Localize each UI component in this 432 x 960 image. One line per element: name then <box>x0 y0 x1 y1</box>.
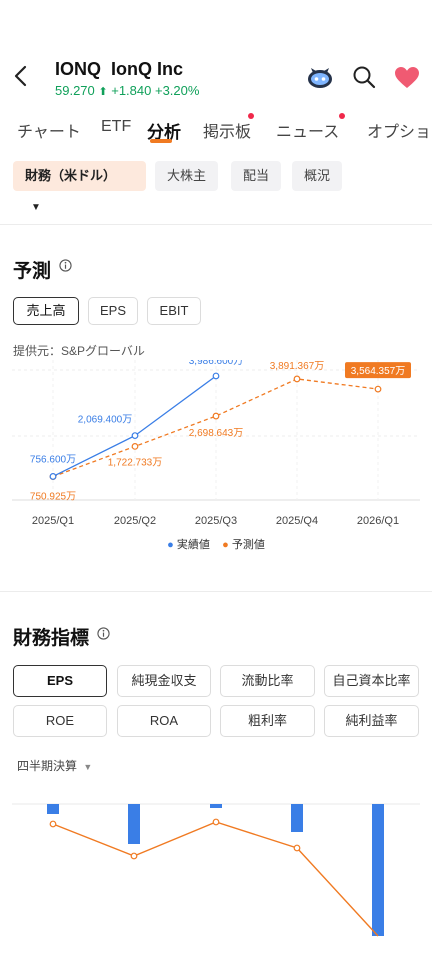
eps-point <box>130 852 138 860</box>
data-provider: 提供元：S&Pグローバル <box>13 344 145 358</box>
segment-ebit[interactable]: EBIT <box>147 297 201 325</box>
caret-down-icon: ▼ <box>83 762 93 772</box>
actual-data-label: 756.600万 <box>30 454 76 465</box>
actual-point <box>49 473 57 480</box>
price: 59.270 <box>55 83 95 98</box>
tab-analysis[interactable]: 分析 <box>147 123 181 142</box>
tab-etf[interactable]: ETF <box>101 118 132 135</box>
tab-chart[interactable]: チャート <box>17 124 81 141</box>
info-icon[interactable] <box>97 627 110 640</box>
section-divider <box>0 224 432 225</box>
forecast-badge-label: 3,564.357万 <box>351 366 406 377</box>
eps-bar <box>372 804 384 936</box>
up-arrow-icon: ⬆ <box>98 86 108 98</box>
tab-options[interactable]: オプショ <box>367 124 432 141</box>
chip-major-shareholders[interactable]: 大株主 <box>155 161 219 191</box>
company-name: IonQ Inc <box>111 59 184 79</box>
stock-symbol: IONQ <box>55 59 102 79</box>
actual-point <box>131 432 139 440</box>
metric-net-cash-flow[interactable]: 純現金収支 <box>117 665 211 697</box>
stock-quote: 59.270 ⬆ +1.840 +3.20% <box>55 83 199 98</box>
news-notification-dot <box>339 113 345 119</box>
metric-roe[interactable]: ROE <box>13 705 107 737</box>
actual-data-label: 2,069.400万 <box>78 415 133 426</box>
forecast-point <box>374 385 382 393</box>
filter-chips: 財務（米ドル） ▼ 大株主 配当 概況 <box>0 161 432 213</box>
favorite-heart-icon[interactable] <box>394 66 420 90</box>
price-change-percent: +3.20% <box>154 83 200 98</box>
legend-forecast-label: 予測値 <box>231 539 265 551</box>
eps-bar <box>47 804 59 814</box>
board-notification-dot <box>248 113 254 119</box>
back-arrow-icon[interactable] <box>10 64 34 88</box>
legend-actual-dot: ● <box>167 539 174 551</box>
stock-title: IONQ IonQ Inc <box>55 59 183 80</box>
legend-forecast-dot: ● <box>222 539 229 551</box>
forecast-data-label: 750.925万 <box>30 492 76 503</box>
eps-line <box>52 821 379 937</box>
metric-gross-margin[interactable]: 粗利率 <box>220 705 315 737</box>
forecast-point <box>131 443 139 450</box>
legend-actual-label: 実績値 <box>176 539 210 551</box>
tab-bar: チャート ETF 分析 掲示板 ニュース オプショ <box>0 118 432 146</box>
forecast-data-label: 3,891.367万 <box>270 361 325 372</box>
segment-revenue[interactable]: 売上高 <box>13 297 79 325</box>
chip-dividend[interactable]: 配当 <box>231 161 282 191</box>
x-tick-label: 2025/Q1 <box>32 515 74 527</box>
section-divider <box>0 591 432 592</box>
eps-point <box>293 844 301 852</box>
chart-legend: ● 実績値 ● 予測値 <box>0 536 432 552</box>
financials-dropdown[interactable]: 財務（米ドル） ▼ <box>13 161 146 213</box>
metric-equity-ratio[interactable]: 自己資本比率 <box>324 665 419 697</box>
eps-point <box>212 818 220 826</box>
metric-net-margin[interactable]: 純利益率 <box>324 705 419 737</box>
metric-roa[interactable]: ROA <box>117 705 211 737</box>
forecast-line <box>52 378 379 478</box>
eps-bar <box>128 804 140 844</box>
revenue-forecast-chart: 2025/Q1 2025/Q2 2025/Q3 2025/Q4 2026/Q1 756.6… <box>12 360 420 527</box>
eps-bar <box>210 804 222 808</box>
eps-chart <box>12 803 420 937</box>
info-icon[interactable] <box>59 259 72 272</box>
period-dropdown[interactable]: 四半期決算 ▼ <box>17 757 92 774</box>
metric-current-ratio[interactable]: 流動比率 <box>220 665 315 697</box>
x-tick-label: 2025/Q4 <box>276 515 318 527</box>
search-icon[interactable] <box>352 65 376 89</box>
actual-point <box>212 372 220 380</box>
financials-dropdown-label: 財務（米ドル） <box>25 168 117 183</box>
active-tab-indicator <box>150 139 172 143</box>
ai-assistant-robot-icon[interactable] <box>306 65 334 89</box>
metric-eps[interactable]: EPS <box>13 665 107 697</box>
forecast-point <box>293 375 301 383</box>
segment-eps[interactable]: EPS <box>88 297 138 325</box>
chip-overview[interactable]: 概況 <box>292 161 343 191</box>
x-tick-label: 2025/Q2 <box>114 515 156 527</box>
eps-bar <box>291 804 303 832</box>
metrics-title: 財務指標 <box>13 628 90 649</box>
price-change: +1.840 <box>111 83 152 98</box>
x-tick-label: 2026/Q1 <box>357 515 399 527</box>
tab-board[interactable]: 掲示板 <box>203 124 252 141</box>
forecast-data-label: 2,698.643万 <box>189 428 244 439</box>
forecast-point <box>212 412 220 420</box>
actual-data-label: 3,986.600万 <box>189 360 244 367</box>
period-label: 四半期決算 <box>17 759 78 773</box>
x-tick-label: 2025/Q3 <box>195 515 237 527</box>
forecast-badge <box>345 362 411 379</box>
stock-header: IONQ IonQ Inc 59.270 ⬆ +1.840 +3.20% <box>0 52 432 108</box>
forecast-data-label: 1,722.733万 <box>108 457 163 468</box>
caret-down-icon: ▼ <box>31 202 41 213</box>
forecast-title: 予測 <box>13 261 52 282</box>
eps-point <box>49 820 57 828</box>
tab-news[interactable]: ニュース <box>276 124 340 141</box>
